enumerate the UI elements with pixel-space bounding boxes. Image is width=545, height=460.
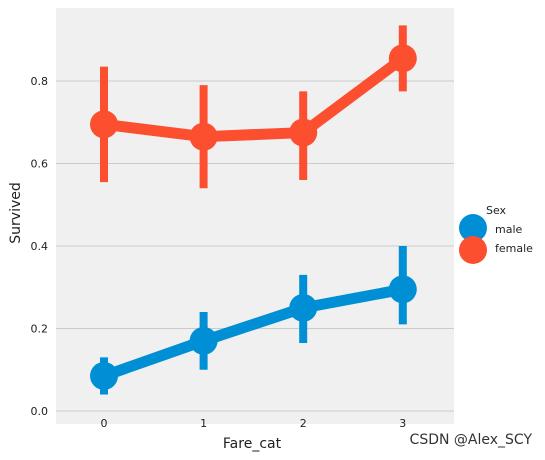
series-male <box>90 246 417 395</box>
legend-marker-male <box>459 214 487 242</box>
data-point <box>289 293 318 322</box>
watermark-text: CSDN @Alex_SCY <box>410 432 533 448</box>
x-tick-labels: 0 1 2 3 <box>101 417 407 430</box>
series-line <box>98 52 409 143</box>
y-axis-title: Survived <box>8 182 24 243</box>
y-tick-labels: 0.0 0.2 0.4 0.6 0.8 <box>31 75 49 418</box>
y-tick-label: 0.2 <box>31 323 49 336</box>
legend-marker-female <box>459 236 487 264</box>
y-tick-label: 0.4 <box>31 240 49 253</box>
legend-title: Sex <box>486 204 507 217</box>
data-point <box>388 44 417 73</box>
series-layer <box>90 25 417 395</box>
x-axis-title: Fare_cat <box>223 436 282 452</box>
data-point <box>90 110 118 139</box>
plot-background <box>56 8 454 424</box>
data-point <box>90 361 118 390</box>
x-tick-label: 0 <box>101 417 108 430</box>
series-line <box>98 283 409 382</box>
x-tick-label: 2 <box>300 417 307 430</box>
y-tick-label: 0.0 <box>31 405 49 418</box>
data-point <box>388 275 417 304</box>
y-tick-label: 0.6 <box>31 158 49 171</box>
y-tick-label: 0.8 <box>31 75 49 88</box>
legend-label-male: male <box>495 223 523 236</box>
data-point <box>289 118 318 147</box>
x-tick-label: 3 <box>399 417 406 430</box>
legend: Sex male female <box>459 204 533 264</box>
data-point <box>189 122 218 151</box>
x-tick-label: 1 <box>200 417 207 430</box>
legend-label-female: female <box>495 242 533 255</box>
series-female <box>90 25 417 189</box>
data-point <box>189 326 218 355</box>
